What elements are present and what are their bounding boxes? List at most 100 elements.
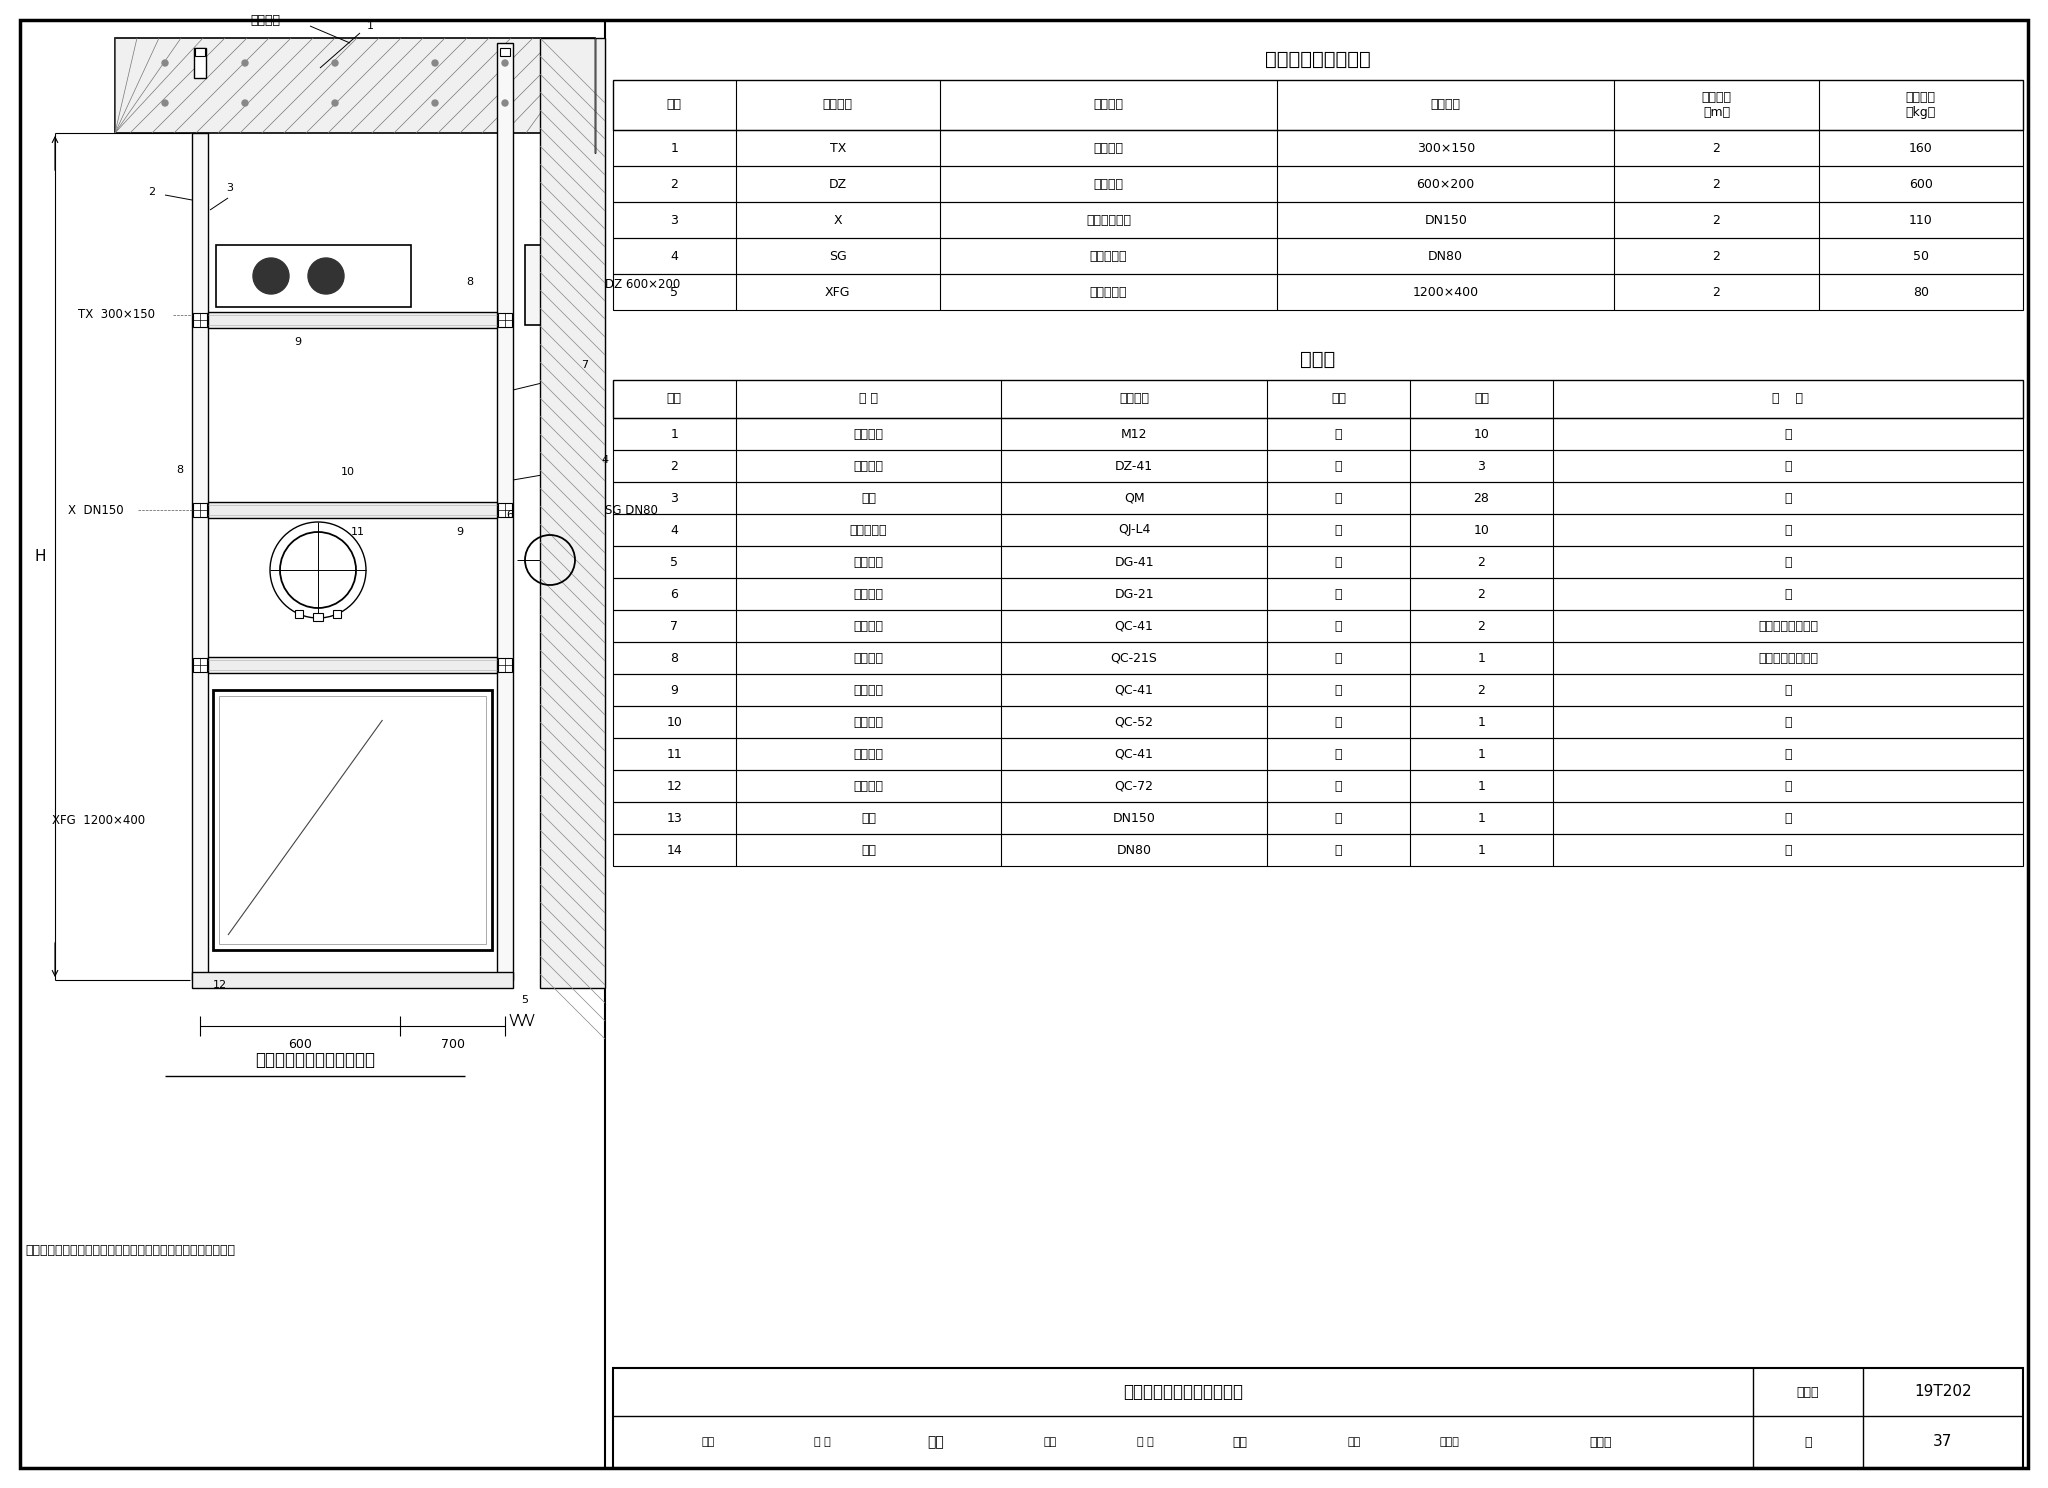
Text: 规格型号: 规格型号 xyxy=(1118,393,1149,406)
Text: 3: 3 xyxy=(670,213,678,226)
Text: 杠梗: 杠梗 xyxy=(928,1434,944,1449)
Text: 6: 6 xyxy=(670,588,678,601)
Text: 个: 个 xyxy=(1335,619,1341,632)
Text: 9: 9 xyxy=(295,336,301,347)
Text: 个: 个 xyxy=(1335,524,1341,537)
Text: DN150: DN150 xyxy=(1423,213,1466,226)
Text: 1200×400: 1200×400 xyxy=(1413,286,1479,299)
Text: 50: 50 xyxy=(1913,250,1929,262)
Text: 5: 5 xyxy=(670,555,678,568)
Text: 2: 2 xyxy=(1712,250,1720,262)
Circle shape xyxy=(332,60,338,65)
Text: －: － xyxy=(1784,555,1792,568)
Bar xyxy=(498,658,512,673)
Circle shape xyxy=(162,100,168,106)
Text: 机械锚栓: 机械锚栓 xyxy=(854,427,883,440)
Bar xyxy=(498,503,512,516)
Text: 长度工程设计确定: 长度工程设计确定 xyxy=(1757,619,1819,632)
Text: 个: 个 xyxy=(1335,747,1341,760)
Bar xyxy=(612,513,2023,546)
Text: DG-41: DG-41 xyxy=(1114,555,1153,568)
Text: 5: 5 xyxy=(522,995,528,1004)
Text: 4: 4 xyxy=(670,524,678,537)
Text: 立杆槽钢: 立杆槽钢 xyxy=(854,619,883,632)
Bar xyxy=(195,48,207,77)
Text: X  DN150: X DN150 xyxy=(68,503,123,516)
Bar xyxy=(612,546,2023,577)
Text: QC-41: QC-41 xyxy=(1114,747,1153,760)
Text: －: － xyxy=(1784,844,1792,857)
Text: 单位: 单位 xyxy=(1331,393,1346,406)
Text: 管线重量
（kg）: 管线重量 （kg） xyxy=(1907,91,1935,119)
Text: 2: 2 xyxy=(1712,213,1720,226)
Text: 个: 个 xyxy=(1335,427,1341,440)
Text: 综合管线支吊架图（十四）: 综合管线支吊架图（十四） xyxy=(256,1051,375,1068)
Text: －: － xyxy=(1784,588,1792,601)
Bar xyxy=(524,246,604,324)
Text: X: X xyxy=(834,213,842,226)
Bar xyxy=(612,833,2023,866)
Bar xyxy=(209,312,498,327)
Text: 28: 28 xyxy=(1475,491,1489,504)
Text: 160: 160 xyxy=(1909,141,1933,155)
Text: 序号: 序号 xyxy=(668,98,682,112)
Text: 套: 套 xyxy=(1335,844,1341,857)
Bar xyxy=(612,769,2023,802)
Text: 个: 个 xyxy=(1335,780,1341,793)
Text: 11: 11 xyxy=(350,527,365,537)
Text: 1: 1 xyxy=(670,427,678,440)
Text: 2: 2 xyxy=(670,177,678,190)
Text: 个: 个 xyxy=(1335,588,1341,601)
Text: 9: 9 xyxy=(457,527,463,537)
Text: 立杆槽钢: 立杆槽钢 xyxy=(854,652,883,665)
Text: 10: 10 xyxy=(1475,524,1489,537)
Text: QM: QM xyxy=(1124,491,1145,504)
Bar xyxy=(612,167,2023,202)
Bar xyxy=(213,690,492,949)
Text: 长度工程设计确定: 长度工程设计确定 xyxy=(1757,652,1819,665)
Text: TX: TX xyxy=(829,141,846,155)
Text: DN80: DN80 xyxy=(1116,844,1151,857)
Bar xyxy=(612,1367,2023,1469)
Text: 槽钢底座: 槽钢底座 xyxy=(854,460,883,473)
Text: －: － xyxy=(1784,811,1792,824)
Text: 3: 3 xyxy=(1477,460,1485,473)
Text: 套: 套 xyxy=(1335,491,1341,504)
Text: 管线名称: 管线名称 xyxy=(1094,98,1124,112)
Text: 囧炜: 囧炜 xyxy=(1233,1436,1247,1448)
Text: SG: SG xyxy=(829,250,846,262)
Text: 管束: 管束 xyxy=(860,811,877,824)
Text: 4: 4 xyxy=(602,455,608,464)
Circle shape xyxy=(242,60,248,65)
Bar xyxy=(612,641,2023,674)
Bar xyxy=(115,39,596,132)
Text: SG DN80: SG DN80 xyxy=(604,503,657,516)
Text: 2: 2 xyxy=(147,187,156,196)
Text: 600: 600 xyxy=(289,1037,311,1051)
Bar xyxy=(612,129,2023,167)
Text: QC-41: QC-41 xyxy=(1114,683,1153,696)
Circle shape xyxy=(242,100,248,106)
Text: 700: 700 xyxy=(440,1037,465,1051)
Text: 备    注: 备 注 xyxy=(1772,393,1804,406)
Circle shape xyxy=(432,100,438,106)
Text: －: － xyxy=(1784,747,1792,760)
Bar xyxy=(313,613,324,620)
Text: 管线规格: 管线规格 xyxy=(1432,98,1460,112)
Text: 校对: 校对 xyxy=(1042,1437,1057,1446)
Text: 本滋管: 本滋管 xyxy=(1589,1436,1612,1448)
Text: 管道支架设计参数表: 管道支架设计参数表 xyxy=(1266,49,1370,68)
Text: 3: 3 xyxy=(670,491,678,504)
Text: 300×150: 300×150 xyxy=(1417,141,1475,155)
Circle shape xyxy=(502,100,508,106)
Text: 2: 2 xyxy=(1712,177,1720,190)
Bar xyxy=(612,80,2023,129)
Text: 10: 10 xyxy=(342,467,354,478)
Text: 8: 8 xyxy=(467,277,473,287)
Text: 横担槽钢: 横担槽钢 xyxy=(854,780,883,793)
Text: －: － xyxy=(1784,460,1792,473)
Bar xyxy=(209,501,498,518)
Text: 3: 3 xyxy=(227,183,233,193)
Text: 11: 11 xyxy=(666,747,682,760)
Text: DZ-41: DZ-41 xyxy=(1114,460,1153,473)
